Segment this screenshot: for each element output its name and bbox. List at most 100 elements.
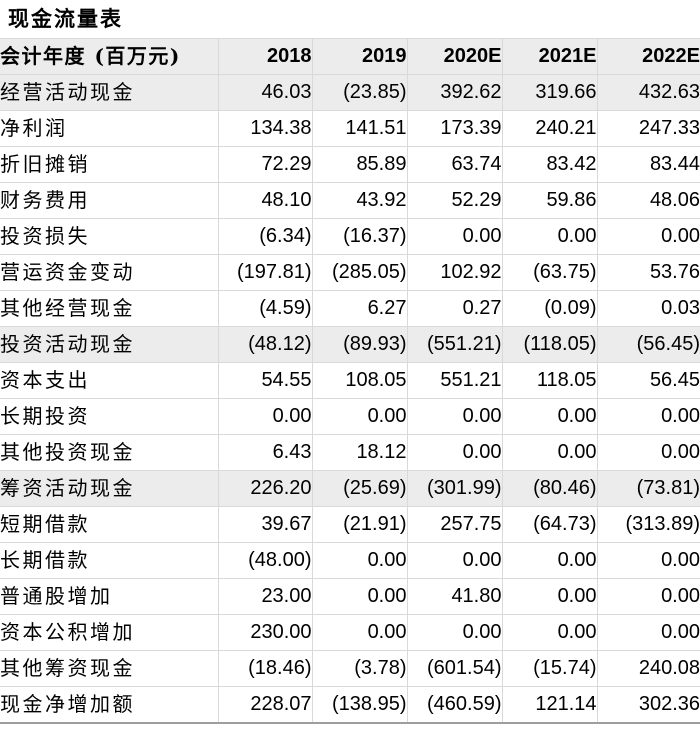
table-cell: 121.14 [501,686,597,724]
report-page: 现金流量表 会计年度 (百万元) 2018 2019 2020E 2021E 2022E … [0,7,700,724]
table-cell: 240.08 [596,650,700,687]
table-cell: (89.93) [311,326,407,363]
table-cell: 6.27 [311,290,407,327]
row-label: 其他经营现金 [0,290,218,327]
table-cell: (16.37) [311,218,407,255]
row-label: 营运资金变动 [0,254,218,291]
table-row: 筹资活动现金 226.20 (25.69) (301.99) (80.46) (73.81… [0,470,700,507]
table-cell: (460.59) [406,686,502,724]
table-row: 长期投资 0.00 0.00 0.00 0.00 0.00 [0,398,700,435]
table-cell: 0.00 [596,614,700,651]
table-cell: (48.00) [217,542,312,579]
column-header: 2021E [501,38,597,75]
table-cell: 0.00 [406,542,502,579]
table-cell: 39.67 [217,506,312,543]
table-cell: (313.89) [596,506,700,543]
row-label: 净利润 [0,110,218,147]
table-cell: (48.12) [217,326,312,363]
row-label: 筹资活动现金 [0,470,218,507]
table-cell: 23.00 [217,578,312,615]
table-cell: 0.00 [596,398,700,435]
cash-flow-table: 会计年度 (百万元) 2018 2019 2020E 2021E 2022E 经营活动现金… [0,38,700,724]
table-cell: 48.10 [217,182,312,219]
table-cell: (63.75) [501,254,597,291]
table-cell: 551.21 [406,362,502,399]
table-cell: (23.85) [311,74,407,111]
table-cell: 56.45 [596,362,700,399]
row-label: 普通股增加 [0,578,218,615]
table-row: 其他筹资现金 (18.46) (3.78) (601.54) (15.74) 240.08 [0,650,700,687]
table-cell: 0.00 [311,398,407,435]
row-label: 财务费用 [0,182,218,219]
table-cell: (15.74) [501,650,597,687]
column-header: 2018 [217,38,312,75]
row-label: 长期投资 [0,398,218,435]
table-cell: 41.80 [406,578,502,615]
table-row: 营运资金变动 (197.81) (285.05) 102.92 (63.75) 53.76 [0,254,700,291]
row-label: 经营活动现金 [0,74,218,111]
row-label: 短期借款 [0,506,218,543]
row-label: 现金净增加额 [0,686,218,724]
table-row: 短期借款 39.67 (21.91) 257.75 (64.73) (313.89) [0,506,700,543]
table-row: 经营活动现金 46.03 (23.85) 392.62 319.66 432.63 [0,74,700,111]
table-row: 现金净增加额 228.07 (138.95) (460.59) 121.14 302.36 [0,686,700,724]
table-body: 经营活动现金 46.03 (23.85) 392.62 319.66 432.63 净利润 1… [0,74,700,724]
table-cell: 432.63 [596,74,700,111]
table-row: 净利润 134.38 141.51 173.39 240.21 247.33 [0,110,700,147]
table-cell: 230.00 [217,614,312,651]
table-cell: (551.21) [406,326,502,363]
table-cell: 59.86 [501,182,597,219]
table-cell: 319.66 [501,74,597,111]
table-cell: 85.89 [311,146,407,183]
table-cell: (197.81) [217,254,312,291]
table-cell: 0.00 [501,614,597,651]
table-cell: 0.00 [311,542,407,579]
table-cell: 0.00 [406,614,502,651]
table-row: 财务费用 48.10 43.92 52.29 59.86 48.06 [0,182,700,219]
column-header: 2022E [596,38,700,75]
column-header: 2019 [311,38,407,75]
table-cell: 257.75 [406,506,502,543]
row-label: 资本公积增加 [0,614,218,651]
table-cell: (0.09) [501,290,597,327]
table-cell: 118.05 [501,362,597,399]
table-cell: 134.38 [217,110,312,147]
table-cell: 0.00 [501,542,597,579]
table-cell: 0.03 [596,290,700,327]
table-cell: (73.81) [596,470,700,507]
table-cell: (18.46) [217,650,312,687]
page-title: 现金流量表 [8,6,123,31]
table-cell: (138.95) [311,686,407,724]
table-cell: 53.76 [596,254,700,291]
table-cell: 43.92 [311,182,407,219]
table-row: 资本公积增加 230.00 0.00 0.00 0.00 0.00 [0,614,700,651]
table-cell: (56.45) [596,326,700,363]
row-label: 折旧摊销 [0,146,218,183]
table-row: 投资活动现金 (48.12) (89.93) (551.21) (118.05) (56.… [0,326,700,363]
header-row: 会计年度 (百万元) 2018 2019 2020E 2021E 2022E [0,38,700,75]
table-row: 普通股增加 23.00 0.00 41.80 0.00 0.00 [0,578,700,615]
table-cell: (285.05) [311,254,407,291]
table-row: 折旧摊销 72.29 85.89 63.74 83.42 83.44 [0,146,700,183]
table-cell: 54.55 [217,362,312,399]
table-cell: 6.43 [217,434,312,471]
table-cell: (118.05) [501,326,597,363]
table-cell: 0.00 [406,218,502,255]
table-row: 其他经营现金 (4.59) 6.27 0.27 (0.09) 0.03 [0,290,700,327]
table-cell: 0.00 [311,578,407,615]
table-cell: 226.20 [217,470,312,507]
table-cell: 392.62 [406,74,502,111]
table-cell: (301.99) [406,470,502,507]
table-cell: 46.03 [217,74,312,111]
table-cell: 247.33 [596,110,700,147]
table-cell: 0.00 [406,434,502,471]
table-cell: 0.00 [501,578,597,615]
table-cell: (21.91) [311,506,407,543]
table-cell: 0.00 [406,398,502,435]
table-cell: (3.78) [311,650,407,687]
table-cell: 83.44 [596,146,700,183]
table-cell: (6.34) [217,218,312,255]
table-cell: 52.29 [406,182,502,219]
table-row: 其他投资现金 6.43 18.12 0.00 0.00 0.00 [0,434,700,471]
table-cell: 302.36 [596,686,700,724]
